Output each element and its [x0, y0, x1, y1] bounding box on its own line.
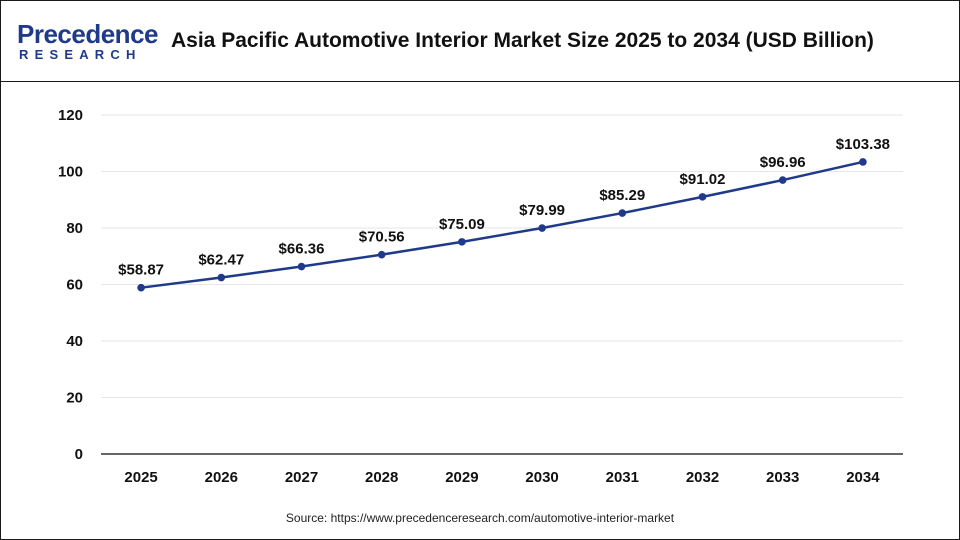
x-tick-label: 2029 — [445, 469, 478, 486]
data-label: $62.47 — [198, 252, 244, 269]
data-label: $96.96 — [760, 154, 806, 171]
label-layer: $58.87 $62.47 $66.36 $70.56 $75.09 $79.99 $85.… — [118, 136, 890, 279]
x-tick-label: 2025 — [124, 469, 157, 486]
data-label: $91.02 — [680, 171, 726, 188]
series-line — [140, 160, 864, 289]
data-label: $103.38 — [836, 136, 890, 153]
page-title: Asia Pacific Automotive Interior Market … — [171, 29, 874, 52]
y-tick-label: 100 — [58, 164, 83, 181]
logo-subtitle: RESEARCH — [19, 47, 142, 62]
axis-layer: 0 20 40 60 80 100 120 2025 2026 2027 2028 2029 2030 2… — [58, 107, 903, 486]
x-tick-label: 2032 — [686, 469, 719, 486]
data-point — [137, 283, 145, 292]
logo-wordmark: Precedence — [17, 19, 158, 49]
y-tick-label: 40 — [66, 333, 83, 350]
data-label: $70.56 — [359, 229, 405, 246]
data-point — [538, 224, 546, 232]
data-label: $58.87 — [118, 262, 164, 279]
y-tick-label: 0 — [75, 446, 83, 463]
data-point — [297, 262, 306, 271]
source-note: Source: https://www.precedenceresearch.c… — [285, 511, 675, 525]
data-point — [217, 273, 226, 282]
series-layer — [137, 158, 867, 292]
data-point — [377, 250, 386, 259]
y-tick-label: 20 — [66, 390, 83, 407]
grid-layer — [101, 114, 903, 398]
data-label: $79.99 — [519, 202, 565, 219]
data-point — [698, 193, 707, 201]
y-tick-label: 120 — [58, 107, 83, 124]
y-tick-label: 60 — [66, 277, 83, 294]
data-label: $75.09 — [439, 216, 485, 233]
data-point — [618, 209, 627, 217]
x-tick-label: 2028 — [365, 469, 398, 486]
line-chart: 0 20 40 60 80 100 120 2025 2026 2027 2028 2029 2030 2… — [58, 107, 903, 486]
header: Precedence RESEARCH Asia Pacific Automot… — [1, 1, 959, 82]
x-tick-label: 2033 — [766, 469, 799, 486]
data-point — [859, 158, 867, 166]
x-tick-label: 2034 — [846, 469, 880, 486]
data-label: $85.29 — [599, 187, 645, 204]
x-tick-label: 2031 — [606, 469, 639, 486]
x-tick-label: 2027 — [285, 469, 318, 486]
y-tick-label: 80 — [66, 220, 83, 237]
data-point — [778, 176, 787, 184]
data-point — [458, 238, 466, 246]
x-tick-label: 2030 — [525, 469, 558, 486]
brand-logo: Precedence RESEARCH — [11, 15, 161, 65]
x-tick-label: 2026 — [205, 469, 238, 486]
data-label: $66.36 — [279, 241, 325, 258]
